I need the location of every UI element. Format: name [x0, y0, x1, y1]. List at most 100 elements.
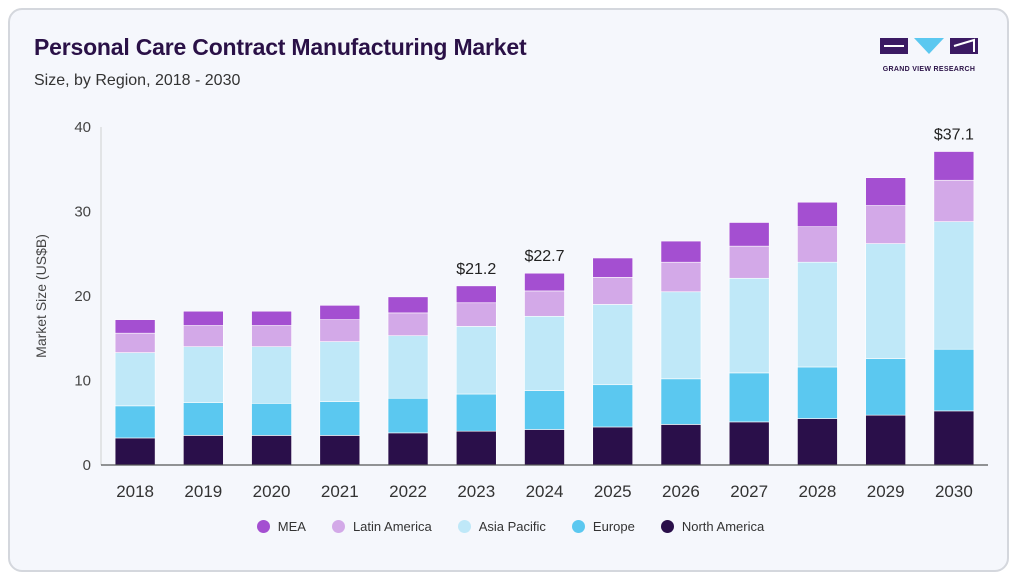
bar-segment-latin-america	[455, 302, 497, 327]
bar-segment-mea	[592, 257, 634, 278]
bar-segment-mea	[660, 240, 702, 263]
x-tick-label: 2028	[799, 482, 837, 501]
legend-label: North America	[681, 519, 765, 534]
bar-segment-mea	[319, 304, 361, 320]
bar-segment-asia-pacific	[387, 335, 429, 399]
bar-segment-north-america	[592, 426, 634, 466]
bar-segment-latin-america	[319, 319, 361, 342]
legend-item-mea: MEA	[256, 519, 306, 534]
bar-segment-asia-pacific	[865, 243, 906, 359]
legend-swatch-icon	[660, 520, 674, 533]
bar-segment-north-america	[455, 430, 497, 466]
bar-segment-europe	[524, 390, 565, 430]
legend-item-latin-america: Latin America	[331, 519, 432, 534]
bar-segment-europe	[592, 384, 634, 428]
y-tick-label: 40	[74, 119, 91, 136]
x-tick-label: 2018	[116, 482, 154, 501]
bar-segment-latin-america	[592, 277, 634, 305]
bar-segment-north-america	[933, 410, 975, 466]
bar-segment-mea	[728, 222, 770, 247]
bar-segment-asia-pacific	[183, 346, 224, 403]
chart-title: Personal Care Contract Manufacturing Mar…	[34, 34, 527, 60]
total-value-label: $22.7	[524, 248, 564, 265]
bar-segment-mea	[251, 310, 292, 326]
bar-segment-mea	[524, 272, 565, 292]
legend-label: Latin America	[352, 519, 432, 534]
legend-swatch-icon	[571, 520, 585, 533]
grand-view-research-logo: GRAND VIEW RESEARCH	[878, 36, 980, 80]
legend-label: Asia Pacific	[478, 519, 546, 534]
bar-segment-latin-america	[114, 332, 156, 353]
bar-segment-north-america	[797, 418, 838, 466]
bar-segment-asia-pacific	[114, 352, 156, 407]
y-tick-label: 0	[83, 457, 91, 474]
bar-segment-europe	[114, 405, 156, 439]
bar-segment-asia-pacific	[660, 291, 702, 380]
x-tick-label: 2026	[662, 482, 700, 501]
bar-segment-north-america	[660, 424, 702, 466]
logo-text: GRAND VIEW RESEARCH	[882, 66, 976, 73]
x-tick-label: 2030	[935, 482, 973, 501]
bar-segment-asia-pacific	[933, 221, 975, 350]
bar-segment-north-america	[114, 437, 156, 466]
legend-label: Europe	[592, 519, 635, 534]
bar-segment-mea	[865, 177, 906, 206]
total-value-label: $37.1	[934, 127, 974, 144]
x-tick-label: 2020	[253, 482, 291, 501]
bar-segment-latin-america	[728, 245, 770, 279]
bar-segment-north-america	[865, 414, 906, 466]
bar-segment-europe	[660, 378, 702, 425]
bar-segment-europe	[251, 403, 292, 436]
legend-item-europe: Europe	[571, 519, 635, 534]
bar-segment-asia-pacific	[524, 315, 565, 391]
legend-item-asia-pacific: Asia Pacific	[457, 519, 546, 534]
x-tick-label: 2021	[321, 482, 359, 501]
total-value-label: $21.2	[456, 261, 496, 278]
bar-segment-mea	[933, 151, 975, 181]
y-axis-label: Market Size (US$B)	[33, 234, 49, 358]
bar-segment-north-america	[728, 421, 770, 466]
bar-segment-asia-pacific	[455, 326, 497, 395]
bar-segment-mea	[114, 319, 156, 334]
legend-label: MEA	[277, 519, 306, 534]
bar-segment-europe	[933, 348, 975, 412]
legend-item-north-america: North America	[660, 519, 765, 534]
x-tick-label: 2022	[389, 482, 427, 501]
bar-segment-north-america	[183, 435, 224, 466]
x-tick-label: 2025	[594, 482, 632, 501]
bar-segment-north-america	[251, 435, 292, 466]
legend-swatch-icon	[256, 520, 270, 533]
bar-segment-latin-america	[524, 290, 565, 317]
bar-segment-europe	[319, 401, 361, 436]
bar-segment-mea	[455, 285, 497, 304]
bar-segment-europe	[183, 402, 224, 436]
bar-segment-latin-america	[933, 179, 975, 222]
bar-segment-europe	[797, 366, 838, 419]
bar-segment-europe	[865, 358, 906, 416]
y-tick-label: 20	[74, 288, 91, 305]
bar-segment-asia-pacific	[319, 341, 361, 402]
bar-segment-europe	[455, 393, 497, 432]
x-tick-label: 2027	[730, 482, 768, 501]
bar-segment-mea	[387, 296, 429, 314]
chart-subtitle: Size, by Region, 2018 - 2030	[34, 72, 241, 89]
x-tick-label: 2029	[867, 482, 905, 501]
bar-segment-north-america	[524, 429, 565, 466]
bar-segment-latin-america	[251, 325, 292, 348]
bar-segment-europe	[387, 397, 429, 434]
logo-mark-icon	[880, 38, 978, 54]
x-tick-label: 2024	[526, 482, 564, 501]
legend-swatch-icon	[457, 520, 471, 533]
bar-segment-latin-america	[387, 312, 429, 337]
bar-segment-europe	[728, 372, 770, 423]
legend-swatch-icon	[331, 520, 345, 533]
bar-segment-asia-pacific	[728, 277, 770, 374]
x-tick-label: 2019	[184, 482, 222, 501]
bar-segment-asia-pacific	[592, 304, 634, 386]
bar-segment-latin-america	[660, 261, 702, 293]
bar-segment-latin-america	[865, 205, 906, 244]
bar-segment-asia-pacific	[797, 261, 838, 368]
y-tick-label: 30	[74, 204, 91, 221]
chart-card: Personal Care Contract Manufacturing Mar…	[8, 8, 1009, 572]
